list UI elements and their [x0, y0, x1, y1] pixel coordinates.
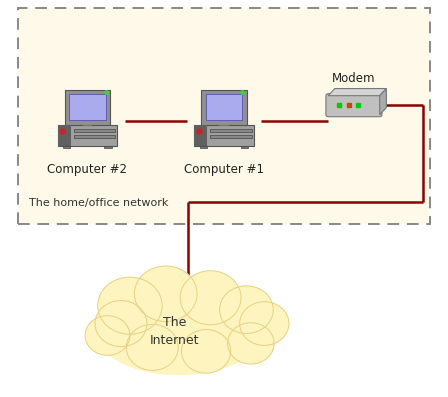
Circle shape [228, 323, 274, 364]
FancyBboxPatch shape [194, 125, 207, 146]
Circle shape [240, 302, 289, 345]
Circle shape [126, 324, 178, 370]
FancyBboxPatch shape [326, 94, 382, 117]
Circle shape [180, 271, 241, 325]
Circle shape [181, 330, 231, 373]
FancyBboxPatch shape [74, 129, 115, 132]
FancyBboxPatch shape [58, 125, 117, 146]
FancyBboxPatch shape [58, 125, 71, 146]
Circle shape [95, 301, 147, 347]
Ellipse shape [99, 296, 260, 375]
Polygon shape [380, 89, 387, 115]
Text: Computer #2: Computer #2 [47, 163, 127, 176]
FancyBboxPatch shape [65, 90, 110, 125]
FancyBboxPatch shape [104, 146, 112, 148]
Text: The home/office network: The home/office network [29, 198, 168, 208]
Text: Modem: Modem [332, 71, 376, 85]
FancyBboxPatch shape [69, 94, 106, 120]
Circle shape [134, 266, 197, 322]
FancyBboxPatch shape [74, 135, 115, 138]
Circle shape [220, 286, 273, 333]
Circle shape [162, 289, 232, 351]
FancyBboxPatch shape [200, 146, 207, 148]
FancyBboxPatch shape [18, 8, 430, 224]
Polygon shape [328, 89, 387, 96]
FancyBboxPatch shape [83, 125, 92, 126]
Circle shape [98, 277, 162, 334]
FancyBboxPatch shape [220, 125, 228, 126]
Circle shape [132, 294, 190, 345]
Text: Computer #1: Computer #1 [184, 163, 264, 176]
FancyBboxPatch shape [241, 146, 248, 148]
Text: The
Internet: The Internet [150, 316, 199, 347]
FancyBboxPatch shape [201, 90, 247, 125]
FancyBboxPatch shape [194, 125, 254, 146]
FancyBboxPatch shape [206, 94, 242, 120]
FancyBboxPatch shape [211, 129, 252, 132]
FancyBboxPatch shape [211, 135, 252, 138]
FancyBboxPatch shape [63, 146, 70, 148]
Circle shape [85, 316, 130, 355]
